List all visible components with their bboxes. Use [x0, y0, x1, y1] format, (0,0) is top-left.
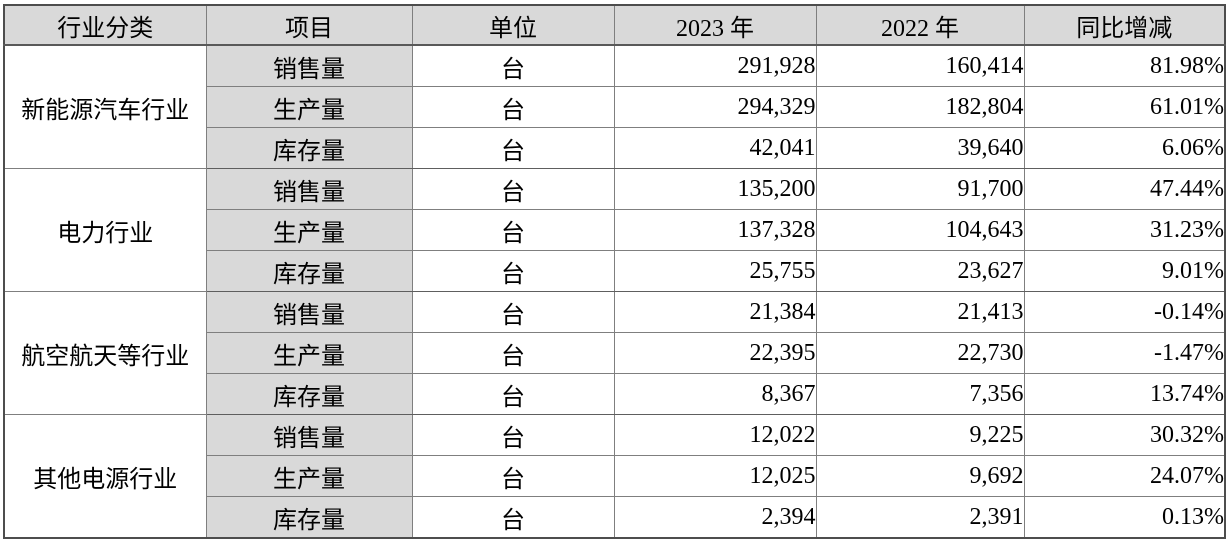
value-2022-cell: 104,643 — [815, 209, 1025, 251]
value-2023-cell: 2,394 — [613, 496, 817, 539]
value-2023-cell: 25,755 — [613, 250, 817, 292]
header-unit: 单位 — [411, 4, 615, 46]
industry-cell: 航空航天等行业 — [3, 291, 207, 415]
yoy-cell: 61.01% — [1023, 86, 1226, 128]
item-cell: 生产量 — [205, 332, 413, 374]
header-row: 行业分类 项目 单位 2023 年 2022 年 同比增减 — [3, 4, 1226, 46]
unit-cell: 台 — [411, 332, 615, 374]
unit-cell: 台 — [411, 168, 615, 210]
value-2022-cell: 9,692 — [815, 455, 1025, 497]
table-row: 生产量 台 12,025 9,692 24.07% — [4, 455, 1226, 497]
value-2022-cell: 91,700 — [815, 168, 1025, 210]
table-row: 生产量 台 22,395 22,730 -1.47% — [4, 332, 1226, 374]
unit-cell: 台 — [411, 86, 615, 128]
value-2022-cell: 39,640 — [815, 127, 1025, 169]
value-2023-cell: 294,329 — [613, 86, 817, 128]
value-2022-cell: 23,627 — [815, 250, 1025, 292]
header-yoy: 同比增减 — [1023, 4, 1226, 46]
value-2023-cell: 135,200 — [613, 168, 817, 210]
item-cell: 销售量 — [205, 414, 413, 456]
yoy-cell: 31.23% — [1023, 209, 1226, 251]
item-cell: 生产量 — [205, 455, 413, 497]
value-2022-cell: 22,730 — [815, 332, 1025, 374]
item-cell: 销售量 — [205, 168, 413, 210]
unit-cell: 台 — [411, 414, 615, 456]
table-row: 库存量 台 25,755 23,627 9.01% — [4, 250, 1226, 292]
unit-cell: 台 — [411, 44, 615, 87]
table-row: 生产量 台 294,329 182,804 61.01% — [4, 86, 1226, 128]
value-2023-cell: 12,022 — [613, 414, 817, 456]
value-2023-cell: 21,384 — [613, 291, 817, 333]
yoy-cell: 6.06% — [1023, 127, 1226, 169]
table-row: 库存量 台 2,394 2,391 0.13% — [4, 496, 1226, 539]
header-2023: 2023 年 — [613, 4, 817, 46]
table-row: 航空航天等行业 销售量 台 21,384 21,413 -0.14% — [3, 291, 1226, 415]
unit-cell: 台 — [411, 209, 615, 251]
yoy-cell: -1.47% — [1023, 332, 1226, 374]
unit-cell: 台 — [411, 291, 615, 333]
item-cell: 销售量 — [205, 291, 413, 333]
item-cell: 生产量 — [205, 86, 413, 128]
yoy-cell: 47.44% — [1023, 168, 1226, 210]
item-cell: 生产量 — [205, 209, 413, 251]
yoy-cell: 81.98% — [1023, 44, 1226, 87]
item-cell: 库存量 — [205, 373, 413, 415]
value-2023-cell: 42,041 — [613, 127, 817, 169]
unit-cell: 台 — [411, 455, 615, 497]
value-2022-cell: 9,225 — [815, 414, 1025, 456]
yoy-cell: -0.14% — [1023, 291, 1226, 333]
industry-cell: 其他电源行业 — [3, 414, 207, 539]
unit-cell: 台 — [411, 127, 615, 169]
industry-cell: 电力行业 — [3, 168, 207, 292]
table-row: 电力行业 销售量 台 135,200 91,700 47.44% — [3, 168, 1226, 292]
value-2023-cell: 22,395 — [613, 332, 817, 374]
value-2022-cell: 2,391 — [815, 496, 1025, 539]
yoy-cell: 30.32% — [1023, 414, 1226, 456]
unit-cell: 台 — [411, 496, 615, 539]
item-cell: 销售量 — [205, 44, 413, 87]
table-row: 库存量 台 8,367 7,356 13.74% — [4, 373, 1226, 415]
unit-cell: 台 — [411, 373, 615, 415]
unit-cell: 台 — [411, 250, 615, 292]
table-row: 新能源汽车行业 销售量 台 291,928 160,414 81.98% — [3, 44, 1226, 169]
value-2022-cell: 160,414 — [815, 44, 1025, 87]
item-cell: 库存量 — [205, 496, 413, 539]
industry-data-table: 行业分类 项目 单位 2023 年 2022 年 同比增减 新能源汽车行业 销售… — [3, 4, 1226, 539]
yoy-cell: 9.01% — [1023, 250, 1226, 292]
value-2023-cell: 291,928 — [613, 44, 817, 87]
yoy-cell: 0.13% — [1023, 496, 1226, 539]
industry-cell: 新能源汽车行业 — [3, 44, 207, 169]
value-2023-cell: 137,328 — [613, 209, 817, 251]
item-cell: 库存量 — [205, 250, 413, 292]
header-item: 项目 — [205, 4, 413, 46]
table-row: 其他电源行业 销售量 台 12,022 9,225 30.32% — [3, 414, 1226, 539]
header-2022: 2022 年 — [815, 4, 1025, 46]
yoy-cell: 24.07% — [1023, 455, 1226, 497]
value-2022-cell: 7,356 — [815, 373, 1025, 415]
value-2022-cell: 182,804 — [815, 86, 1025, 128]
value-2023-cell: 8,367 — [613, 373, 817, 415]
value-2022-cell: 21,413 — [815, 291, 1025, 333]
yoy-cell: 13.74% — [1023, 373, 1226, 415]
table-row: 库存量 台 42,041 39,640 6.06% — [4, 127, 1226, 169]
header-industry: 行业分类 — [3, 4, 207, 46]
value-2023-cell: 12,025 — [613, 455, 817, 497]
item-cell: 库存量 — [205, 127, 413, 169]
